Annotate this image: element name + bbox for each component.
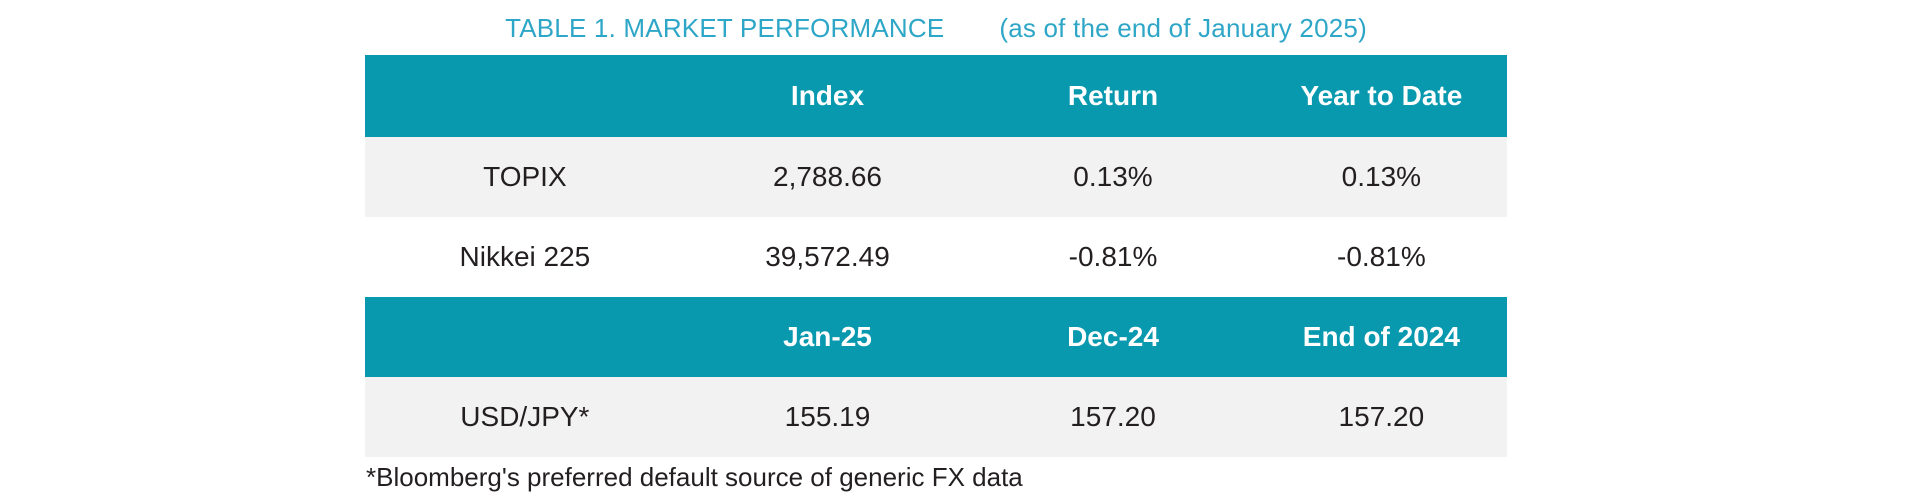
table1-header-ytd: Year to Date <box>1300 80 1463 111</box>
table2-header-dec24: Dec-24 <box>1067 321 1159 352</box>
table-row-usdjpy: USD/JPY* 155.19 157.20 157.20 <box>365 377 1507 457</box>
table2-header-jan25: Jan-25 <box>783 321 872 352</box>
table-row-topix: TOPIX 2,788.66 0.13% 0.13% <box>365 137 1507 217</box>
table1-header-return: Return <box>1067 80 1159 111</box>
table1-header-index: Index <box>790 80 865 111</box>
table2-header-row: Jan-25 Dec-24 End of 2024 <box>365 297 1507 377</box>
nikkei225-return-value: -0.81% <box>1068 241 1158 272</box>
nikkei225-ytd-value: -0.81% <box>1337 241 1426 272</box>
topix-index-value: 2,788.66 <box>773 161 882 192</box>
usdjpy-jan25-value: 155.19 <box>784 401 871 432</box>
usdjpy-dec24-value: 157.20 <box>1070 401 1156 432</box>
row-label-nikkei225: Nikkei 225 <box>459 241 591 272</box>
table-title: TABLE 1. MARKET PERFORMANCE <box>505 13 945 43</box>
table2-header-blank <box>365 297 685 377</box>
nikkei225-index-value: 39,572.49 <box>765 241 890 272</box>
market-performance-table: Index Return Year to Date TOPIX 2,788.66… <box>365 55 1507 457</box>
row-label-usdjpy: USD/JPY* <box>460 401 590 432</box>
row-label-topix: TOPIX <box>483 161 567 192</box>
table-row-nikkei225: Nikkei 225 39,572.49 -0.81% -0.81% <box>365 217 1507 297</box>
table1-header-row: Index Return Year to Date <box>365 55 1507 137</box>
usdjpy-end2024-value: 157.20 <box>1338 401 1425 432</box>
table-footnote: *Bloomberg's preferred default source of… <box>366 462 1023 492</box>
topix-return-value: 0.13% <box>1073 161 1153 192</box>
table-title-date: (as of the end of January 2025) <box>999 13 1367 43</box>
topix-ytd-value: 0.13% <box>1341 161 1422 192</box>
table-title-row: TABLE 1. MARKET PERFORMANCE (as of the e… <box>365 13 1507 44</box>
table2-header-end2024: End of 2024 <box>1302 321 1460 352</box>
table1-header-blank <box>365 55 685 137</box>
